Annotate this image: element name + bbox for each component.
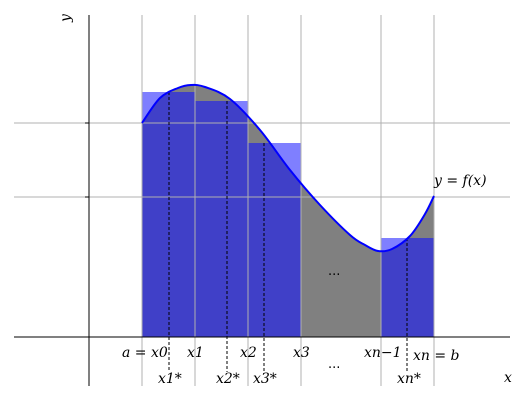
label-xn-star: xn* (397, 371, 421, 387)
label-x1: x1 (187, 345, 204, 361)
gridlines (14, 15, 510, 386)
label-x0: a = x0 (122, 345, 168, 361)
label-x3-star: x3* (253, 371, 277, 387)
riemann-rectangle-overlap (195, 101, 248, 337)
ellipsis-lower: ... (328, 357, 340, 372)
y-axis-label: y (58, 13, 74, 23)
label-xn: xn = b (413, 348, 460, 364)
curve-label: y = f(x) (433, 173, 487, 189)
riemann-rectangle-overlap (381, 238, 434, 337)
curve-f (141, 83, 435, 253)
x-axis-label: x (504, 370, 512, 386)
label-x3: x3 (293, 345, 310, 361)
label-x2: x2 (240, 345, 257, 361)
ellipsis-upper: ... (328, 264, 340, 279)
rectangles-overlap (142, 92, 434, 337)
sample-point-lines (168, 92, 408, 372)
label-x2-star: x2* (216, 371, 240, 387)
label-x1-star: x1* (158, 371, 182, 387)
label-xn-1: xn−1 (364, 345, 402, 361)
riemann-rectangle-overlap (248, 143, 301, 337)
